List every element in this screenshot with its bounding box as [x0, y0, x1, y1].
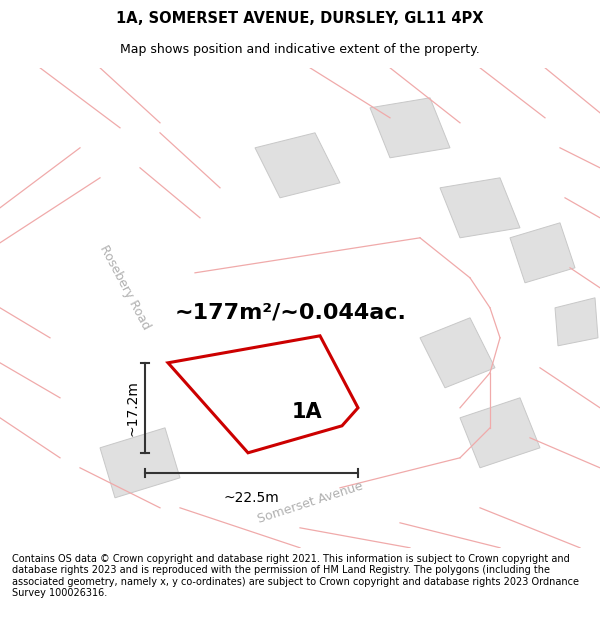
Text: Somerset Avenue: Somerset Avenue [256, 479, 364, 526]
Polygon shape [255, 132, 340, 198]
Text: Rosebery Road: Rosebery Road [97, 243, 153, 332]
Polygon shape [420, 318, 495, 388]
Polygon shape [100, 428, 180, 498]
Polygon shape [555, 298, 598, 346]
Polygon shape [370, 98, 450, 158]
Text: Contains OS data © Crown copyright and database right 2021. This information is : Contains OS data © Crown copyright and d… [12, 554, 579, 598]
Text: ~22.5m: ~22.5m [224, 491, 280, 505]
Text: ~177m²/~0.044ac.: ~177m²/~0.044ac. [175, 302, 407, 322]
Text: 1A, SOMERSET AVENUE, DURSLEY, GL11 4PX: 1A, SOMERSET AVENUE, DURSLEY, GL11 4PX [116, 11, 484, 26]
Polygon shape [510, 222, 575, 282]
Text: Map shows position and indicative extent of the property.: Map shows position and indicative extent… [120, 42, 480, 56]
Text: 1A: 1A [292, 402, 323, 422]
Polygon shape [440, 177, 520, 238]
Polygon shape [168, 336, 358, 452]
Text: ~17.2m: ~17.2m [126, 380, 140, 436]
Polygon shape [460, 398, 540, 468]
